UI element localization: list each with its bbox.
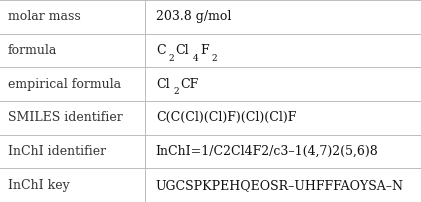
Text: formula: formula [8, 44, 57, 57]
Text: InChI=1/C2Cl4F2/c3–1(4,7)2(5,6)8: InChI=1/C2Cl4F2/c3–1(4,7)2(5,6)8 [156, 145, 378, 158]
Text: empirical formula: empirical formula [8, 78, 121, 91]
Text: Cl: Cl [156, 78, 169, 91]
Text: SMILES identifier: SMILES identifier [8, 111, 123, 124]
Text: 2: 2 [212, 54, 217, 63]
Text: UGCSPKPEHQEOSR–UHFFFAOYSA–N: UGCSPKPEHQEOSR–UHFFFAOYSA–N [156, 179, 404, 192]
Text: 2: 2 [168, 54, 174, 63]
Text: C: C [156, 44, 165, 57]
Text: InChI key: InChI key [8, 179, 69, 192]
Text: 4: 4 [193, 54, 199, 63]
Text: 203.8 g/mol: 203.8 g/mol [156, 10, 231, 23]
Text: F: F [200, 44, 209, 57]
Text: 2: 2 [173, 87, 179, 96]
Text: CF: CF [181, 78, 199, 91]
Text: molar mass: molar mass [8, 10, 80, 23]
Text: C(C(Cl)(Cl)F)(Cl)(Cl)F: C(C(Cl)(Cl)F)(Cl)(Cl)F [156, 111, 296, 124]
Text: InChI identifier: InChI identifier [8, 145, 106, 158]
Text: Cl: Cl [176, 44, 189, 57]
